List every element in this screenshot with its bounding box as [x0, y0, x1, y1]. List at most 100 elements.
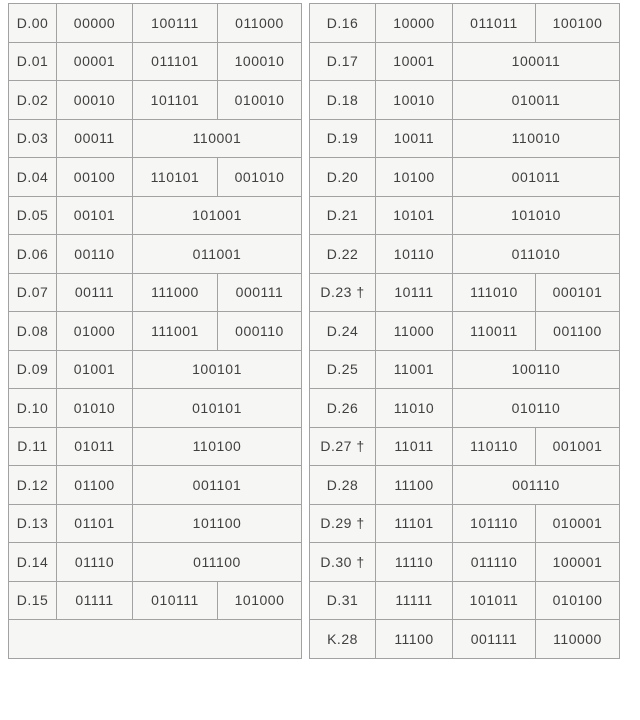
input-bits-cell: 00001 [56, 41, 133, 81]
code-name-cell: K.28 [309, 619, 376, 659]
code-name-cell: D.23 † [309, 272, 376, 312]
rd-pos-cell: 100001 [535, 542, 620, 582]
rd-both-cell: 110010 [452, 118, 620, 158]
table-row: D.13 01101 101100 [8, 503, 302, 543]
table-row: D.05 00101 101001 [8, 195, 302, 235]
rd-pos-cell: 011000 [217, 3, 302, 43]
code-name-cell: D.19 [309, 118, 376, 158]
table-row: D.29 † 11101 101110 010001 [309, 503, 620, 543]
table-row [8, 619, 302, 659]
input-bits-cell: 00111 [56, 272, 133, 312]
table-row: D.21 10101 101010 [309, 195, 620, 235]
rd-neg-cell: 110110 [452, 426, 536, 466]
table-row: D.14 01110 011100 [8, 542, 302, 582]
input-bits-cell: 00101 [56, 195, 133, 235]
input-bits-cell: 01011 [56, 426, 133, 466]
rd-neg-cell: 010111 [132, 580, 218, 620]
input-bits-cell: 11011 [375, 426, 453, 466]
rd-neg-cell: 110101 [132, 157, 218, 197]
rd-both-cell: 010101 [132, 388, 302, 428]
table-row: D.26 11010 010110 [309, 388, 620, 428]
rd-both-cell: 110100 [132, 426, 302, 466]
table-row: K.28 11100 001111 110000 [309, 619, 620, 659]
code-name-cell: D.25 [309, 349, 376, 389]
input-bits-cell: 10110 [375, 234, 453, 274]
5b6b-code-table-right: D.16 10000 011011 100100 D.17 10001 100011 D.18… [309, 3, 620, 659]
rd-neg-cell: 101101 [132, 80, 218, 120]
table-row: D.06 00110 011001 [8, 234, 302, 274]
code-name-cell: D.22 [309, 234, 376, 274]
table-row: D.07 00111 111000 000111 [8, 272, 302, 312]
table-row: D.01 00001 011101 100010 [8, 41, 302, 81]
code-name-cell: D.12 [8, 465, 57, 505]
input-bits-cell: 11100 [375, 465, 453, 505]
rd-neg-cell: 111010 [452, 272, 536, 312]
table-row: D.30 † 11110 011110 100001 [309, 542, 620, 582]
code-name-cell: D.13 [8, 503, 57, 543]
code-name-cell: D.07 [8, 272, 57, 312]
input-bits-cell: 00000 [56, 3, 133, 43]
input-bits-cell: 01100 [56, 465, 133, 505]
input-bits-cell: 01110 [56, 542, 133, 582]
code-name-cell: D.27 † [309, 426, 376, 466]
rd-neg-cell: 110011 [452, 311, 536, 351]
input-bits-cell: 01000 [56, 311, 133, 351]
rd-both-cell: 011100 [132, 542, 302, 582]
input-bits-cell: 10001 [375, 41, 453, 81]
rd-both-cell: 001110 [452, 465, 620, 505]
table-row: D.23 † 10111 111010 000101 [309, 272, 620, 312]
table-row: D.19 10011 110010 [309, 118, 620, 158]
rd-both-cell: 001101 [132, 465, 302, 505]
code-name-cell: D.06 [8, 234, 57, 274]
rd-pos-cell: 010100 [535, 580, 620, 620]
table-row: D.18 10010 010011 [309, 80, 620, 120]
input-bits-cell: 10010 [375, 80, 453, 120]
code-name-cell: D.31 [309, 580, 376, 620]
code-name-cell: D.14 [8, 542, 57, 582]
table-row: D.09 01001 100101 [8, 349, 302, 389]
rd-pos-cell: 100100 [535, 3, 620, 43]
code-name-cell: D.08 [8, 311, 57, 351]
code-name-cell: D.03 [8, 118, 57, 158]
rd-both-cell: 011010 [452, 234, 620, 274]
code-name-cell: D.01 [8, 41, 57, 81]
table-row: D.28 11100 001110 [309, 465, 620, 505]
code-name-cell: D.28 [309, 465, 376, 505]
code-name-cell: D.10 [8, 388, 57, 428]
input-bits-cell: 00100 [56, 157, 133, 197]
input-bits-cell: 10101 [375, 195, 453, 235]
rd-neg-cell: 100111 [132, 3, 218, 43]
code-name-cell: D.17 [309, 41, 376, 81]
rd-pos-cell: 001001 [535, 426, 620, 466]
code-name-cell: D.26 [309, 388, 376, 428]
table-row: D.27 † 11011 110110 001001 [309, 426, 620, 466]
code-name-cell: D.04 [8, 157, 57, 197]
rd-pos-cell: 110000 [535, 619, 620, 659]
input-bits-cell: 11000 [375, 311, 453, 351]
table-row: D.11 01011 110100 [8, 426, 302, 466]
rd-both-cell: 110001 [132, 118, 302, 158]
rd-pos-cell: 000111 [217, 272, 302, 312]
table-row: D.08 01000 111001 000110 [8, 311, 302, 351]
input-bits-cell: 10011 [375, 118, 453, 158]
input-bits-cell: 11001 [375, 349, 453, 389]
rd-neg-cell: 011110 [452, 542, 536, 582]
table-row: D.16 10000 011011 100100 [309, 3, 620, 43]
input-bits-cell: 01111 [56, 580, 133, 620]
rd-both-cell: 101100 [132, 503, 302, 543]
code-name-cell: D.24 [309, 311, 376, 351]
table-row: D.04 00100 110101 001010 [8, 157, 302, 197]
code-tables-container: D.00 00000 100111 011000 D.01 00001 011101 1000… [8, 3, 620, 659]
rd-both-cell: 100101 [132, 349, 302, 389]
code-name-cell: D.21 [309, 195, 376, 235]
rd-neg-cell: 011011 [452, 3, 536, 43]
empty-cell [8, 619, 302, 659]
code-name-cell: D.16 [309, 3, 376, 43]
input-bits-cell: 01001 [56, 349, 133, 389]
rd-both-cell: 101010 [452, 195, 620, 235]
input-bits-cell: 00010 [56, 80, 133, 120]
rd-neg-cell: 111000 [132, 272, 218, 312]
table-row: D.10 01010 010101 [8, 388, 302, 428]
table-row: D.20 10100 001011 [309, 157, 620, 197]
input-bits-cell: 01010 [56, 388, 133, 428]
